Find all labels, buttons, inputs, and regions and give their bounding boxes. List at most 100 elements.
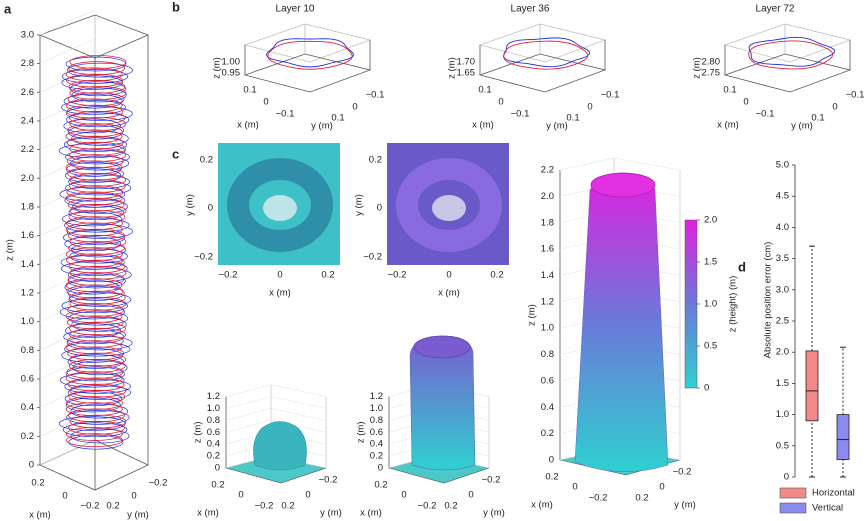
z-tick-label: 1.0	[207, 403, 220, 414]
axis-label: x (m)	[360, 508, 382, 519]
structure	[253, 421, 307, 471]
z-tick-label: 0.2	[207, 451, 220, 462]
trajectory-blue	[71, 131, 129, 146]
trajectory-blue	[60, 255, 125, 270]
z-tick-label: 2.2	[21, 144, 34, 155]
trajectory-blue	[65, 149, 130, 165]
trajectory-red	[69, 55, 127, 69]
y-tick-label: −0.1	[366, 90, 385, 101]
trajectory-blue	[65, 397, 121, 413]
x-tick-label: −0.2	[219, 270, 238, 281]
z-tick-label: 0.6	[21, 374, 34, 385]
structure-top	[413, 335, 471, 359]
x-tick-label: −0.2	[81, 501, 100, 512]
y-tick-label: 0	[352, 102, 357, 113]
y-tick-label: 4.0	[776, 222, 789, 233]
box-top	[243, 23, 372, 63]
axis-label: y (m)	[546, 121, 568, 132]
axis-label: z (m)	[527, 304, 538, 326]
box-base	[39, 439, 149, 491]
trajectory-red	[68, 228, 125, 243]
plot-title: Layer 10	[276, 4, 315, 15]
axis-label: y (m)	[674, 500, 696, 511]
trajectory-red	[66, 253, 123, 268]
trajectory-red	[69, 327, 126, 342]
axis-label: y (m)	[483, 508, 505, 519]
trajectory-blue	[69, 248, 128, 264]
trajectory-red	[66, 216, 123, 231]
trajectory-red	[67, 346, 125, 361]
z-tick-label: 0.8	[370, 415, 383, 426]
z-tick-label: 1.65	[457, 68, 476, 79]
y-tick-label: 0	[131, 491, 136, 502]
x-tick-label: 0.2	[31, 478, 44, 489]
trajectory-blue	[65, 366, 125, 382]
y-tick-label: 4.5	[776, 191, 789, 202]
z-tick-label: 0.8	[207, 415, 220, 426]
z-tick-label: 0.4	[370, 439, 383, 450]
y-tick-label: 0	[659, 482, 664, 493]
layer-contour	[267, 40, 353, 70]
y-tick-label: 0.2	[635, 493, 648, 504]
trajectory-red	[69, 117, 127, 131]
z-tick-label: 0.6	[207, 427, 220, 438]
y-tick-label: −0.2	[319, 475, 338, 486]
y-tick-label: −0.1	[846, 90, 865, 101]
x-tick-label: −0.1	[756, 109, 775, 120]
y-tick-label: 0	[305, 490, 310, 501]
y-tick-label: 0.2	[106, 501, 119, 512]
grid-line	[39, 124, 96, 150]
y-tick-label: −0.2	[482, 475, 501, 486]
y-tick-label: 1.5	[776, 378, 789, 389]
y-tick-label: 0	[784, 472, 789, 483]
z-tick-label: 0	[215, 463, 220, 474]
trajectory-blue	[64, 236, 122, 252]
box	[805, 350, 819, 422]
trajectory-blue	[61, 75, 124, 90]
structure-hole	[263, 195, 297, 221]
trajectory-blue	[59, 372, 125, 388]
trajectory-red	[65, 340, 123, 355]
z-tick-label: 0.4	[207, 439, 220, 450]
trajectory-red	[68, 290, 126, 305]
trajectory-red	[69, 352, 127, 367]
trajectory-red	[68, 241, 125, 255]
trajectory-blue	[65, 56, 127, 72]
x-tick-label: 0.2	[374, 480, 387, 491]
trajectory-blue	[70, 428, 130, 444]
structure	[574, 172, 669, 472]
axis-label: z (m)	[212, 57, 223, 79]
trajectory-red	[67, 272, 125, 286]
trajectory-red	[67, 197, 125, 212]
trajectory-red	[66, 104, 124, 119]
legend-label: Horizontal	[812, 488, 855, 499]
trajectory-red	[69, 86, 127, 100]
trajectory-red	[66, 334, 124, 348]
trajectory-blue	[66, 410, 130, 425]
y-tick-label: 0.1	[566, 113, 579, 124]
z-tick-label: 0.6	[370, 427, 383, 438]
legend-swatch	[779, 502, 807, 514]
y-tick-label: −0.1	[601, 90, 620, 101]
trajectory-blue	[68, 310, 129, 326]
trajectory-blue	[70, 403, 129, 419]
trajectory-blue	[67, 267, 132, 283]
z-tick-label: 1.0	[21, 316, 34, 327]
trajectory-blue	[67, 385, 131, 400]
trajectory-red	[65, 402, 123, 417]
layer-contour	[503, 40, 589, 70]
trajectory-red	[66, 396, 123, 410]
trajectory-red	[67, 166, 125, 181]
trajectory-blue	[59, 186, 126, 202]
x-tick-label: −0.2	[418, 501, 437, 512]
axis-label: x (m)	[29, 510, 51, 521]
box-top	[38, 14, 150, 59]
grid-line	[39, 9, 96, 36]
layer-contour	[503, 37, 590, 68]
grid-line	[225, 384, 272, 397]
trajectory-red	[68, 79, 126, 94]
y-tick-label: 0.2	[200, 155, 213, 166]
axis-label: z (m)	[447, 57, 458, 79]
z-tick-label: 1.2	[370, 391, 383, 402]
z-tick-label: 1.6	[541, 244, 554, 255]
